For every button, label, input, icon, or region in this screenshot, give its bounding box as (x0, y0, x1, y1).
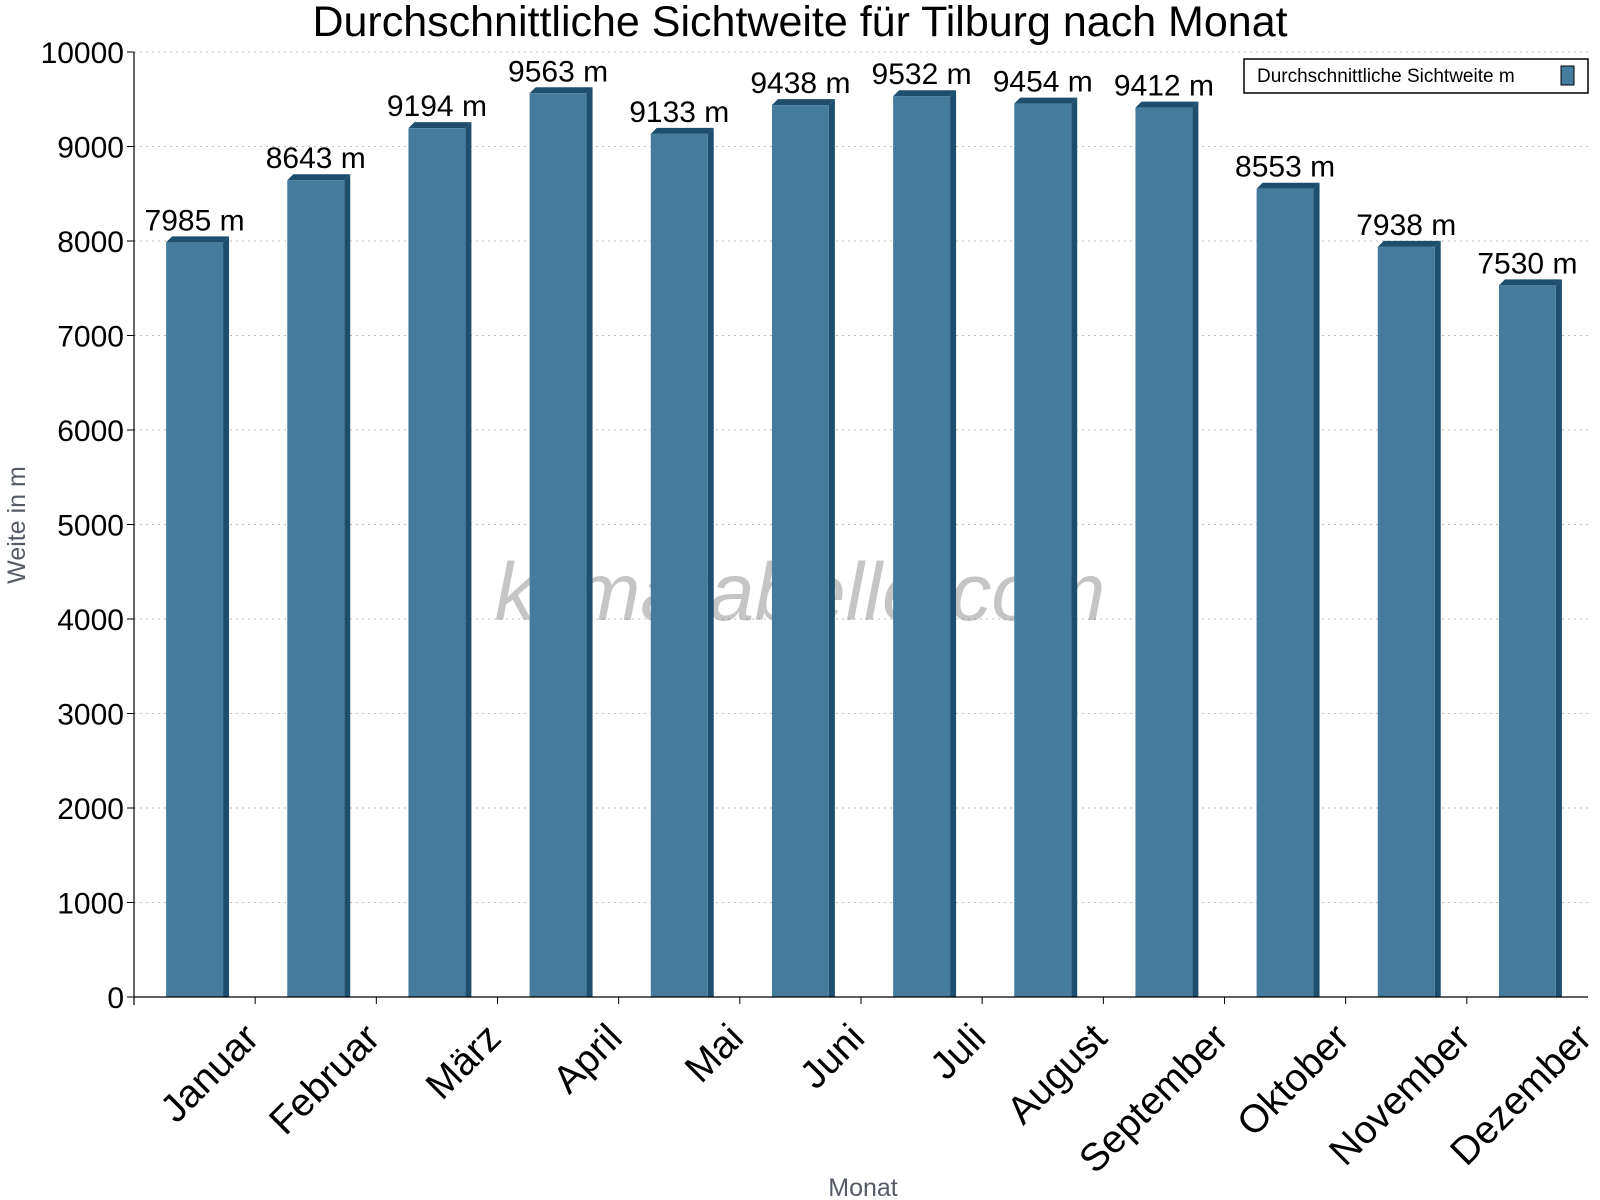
bar-side (707, 127, 714, 997)
y-tick-label: 0 (107, 982, 124, 1015)
bar (1135, 101, 1199, 998)
bar-top (1377, 240, 1441, 247)
bar-side (950, 90, 957, 997)
x-tick-label: Januar (152, 1016, 267, 1131)
bar-top (771, 99, 835, 106)
y-tick-label: 3000 (57, 699, 124, 732)
bar-front (893, 96, 951, 997)
bar-side (344, 174, 351, 997)
data-label: 7530 m (1477, 247, 1577, 280)
data-label: 9133 m (629, 96, 729, 129)
bar-side (1313, 182, 1320, 997)
bar (1498, 279, 1562, 997)
bar-front (650, 133, 708, 997)
y-tick-label: 9000 (57, 132, 124, 165)
y-tick-label: 10000 (41, 37, 124, 70)
bar-top (529, 87, 593, 94)
y-tick-label: 4000 (57, 604, 124, 637)
bar-top (408, 122, 472, 129)
bar-front (1014, 103, 1072, 998)
y-tick-label: 1000 (57, 888, 124, 921)
y-tick-label: 5000 (57, 510, 124, 543)
bar-side (1071, 97, 1078, 998)
bar (1014, 97, 1078, 998)
data-label: 9412 m (1114, 70, 1214, 103)
bar-side (1192, 101, 1199, 998)
bar-side (465, 122, 472, 998)
data-label: 7985 m (145, 204, 245, 237)
data-label: 8553 m (1235, 151, 1335, 184)
bar-side (1434, 240, 1441, 997)
data-label: 9194 m (387, 90, 487, 123)
data-label: 7938 m (1356, 209, 1456, 242)
bar-side (1555, 279, 1562, 997)
bar-front (1135, 107, 1193, 998)
bar-top (1256, 182, 1320, 189)
bar (1256, 182, 1320, 997)
bars (166, 87, 1562, 998)
bar-top (893, 90, 957, 97)
x-tick-label: August (999, 1016, 1115, 1132)
bar-top (1498, 279, 1562, 286)
bar-top (287, 174, 351, 181)
bar-front (166, 242, 224, 998)
legend-box (1243, 58, 1589, 94)
y-tick-label: 6000 (57, 415, 124, 448)
bar-front (287, 180, 345, 997)
bar (166, 236, 230, 998)
data-label: 8643 m (266, 142, 366, 175)
bar-front (1377, 246, 1435, 997)
bar-side (223, 236, 230, 998)
bar (408, 122, 472, 998)
x-tick-label: Juli (922, 1016, 994, 1088)
bar-top (1135, 101, 1199, 108)
x-tick-label: März (418, 1016, 510, 1108)
legend-swatch (1560, 65, 1575, 86)
bar-side (828, 99, 835, 997)
y-tick-label: 7000 (57, 321, 124, 354)
bar (893, 90, 957, 997)
y-axis-label: Weite in m (3, 466, 31, 584)
bar-front (529, 93, 587, 997)
bar (1377, 240, 1441, 997)
bar-top (650, 127, 714, 134)
y-tick-label: 2000 (57, 793, 124, 826)
x-tick-label: April (545, 1016, 631, 1102)
bar-side (586, 87, 593, 997)
legend-label: Durchschnittliche Sichtweite m (1257, 66, 1515, 87)
data-label: 9563 m (508, 55, 608, 88)
x-axis-label: Monat (828, 1174, 898, 1200)
gridlines (134, 51, 1588, 903)
data-label: 9454 m (993, 66, 1093, 99)
bar-top (1014, 97, 1078, 104)
y-tick-label: 8000 (57, 226, 124, 259)
bar-front (1498, 285, 1556, 997)
bar (771, 99, 835, 997)
x-tick-label: Februar (261, 1016, 388, 1143)
legend: Durchschnittliche Sichtweite m (1243, 58, 1589, 94)
chart-title: Durchschnittliche Sichtweite für Tilburg… (312, 0, 1287, 46)
bar-top (166, 236, 230, 243)
bar-front (408, 128, 466, 998)
data-label: 9438 m (750, 67, 850, 100)
x-tick-label: Juni (792, 1016, 873, 1097)
bar (287, 174, 351, 997)
data-label: 9532 m (872, 58, 972, 91)
bar-front (1256, 188, 1314, 997)
bar-front (771, 105, 829, 997)
x-tick-label: Mai (677, 1016, 752, 1091)
data-labels: 7985 m 8643 m 9194 m 9563 m 9133 m 9438 m 9532… (145, 55, 1578, 280)
bar (650, 127, 714, 997)
bar (529, 87, 593, 997)
